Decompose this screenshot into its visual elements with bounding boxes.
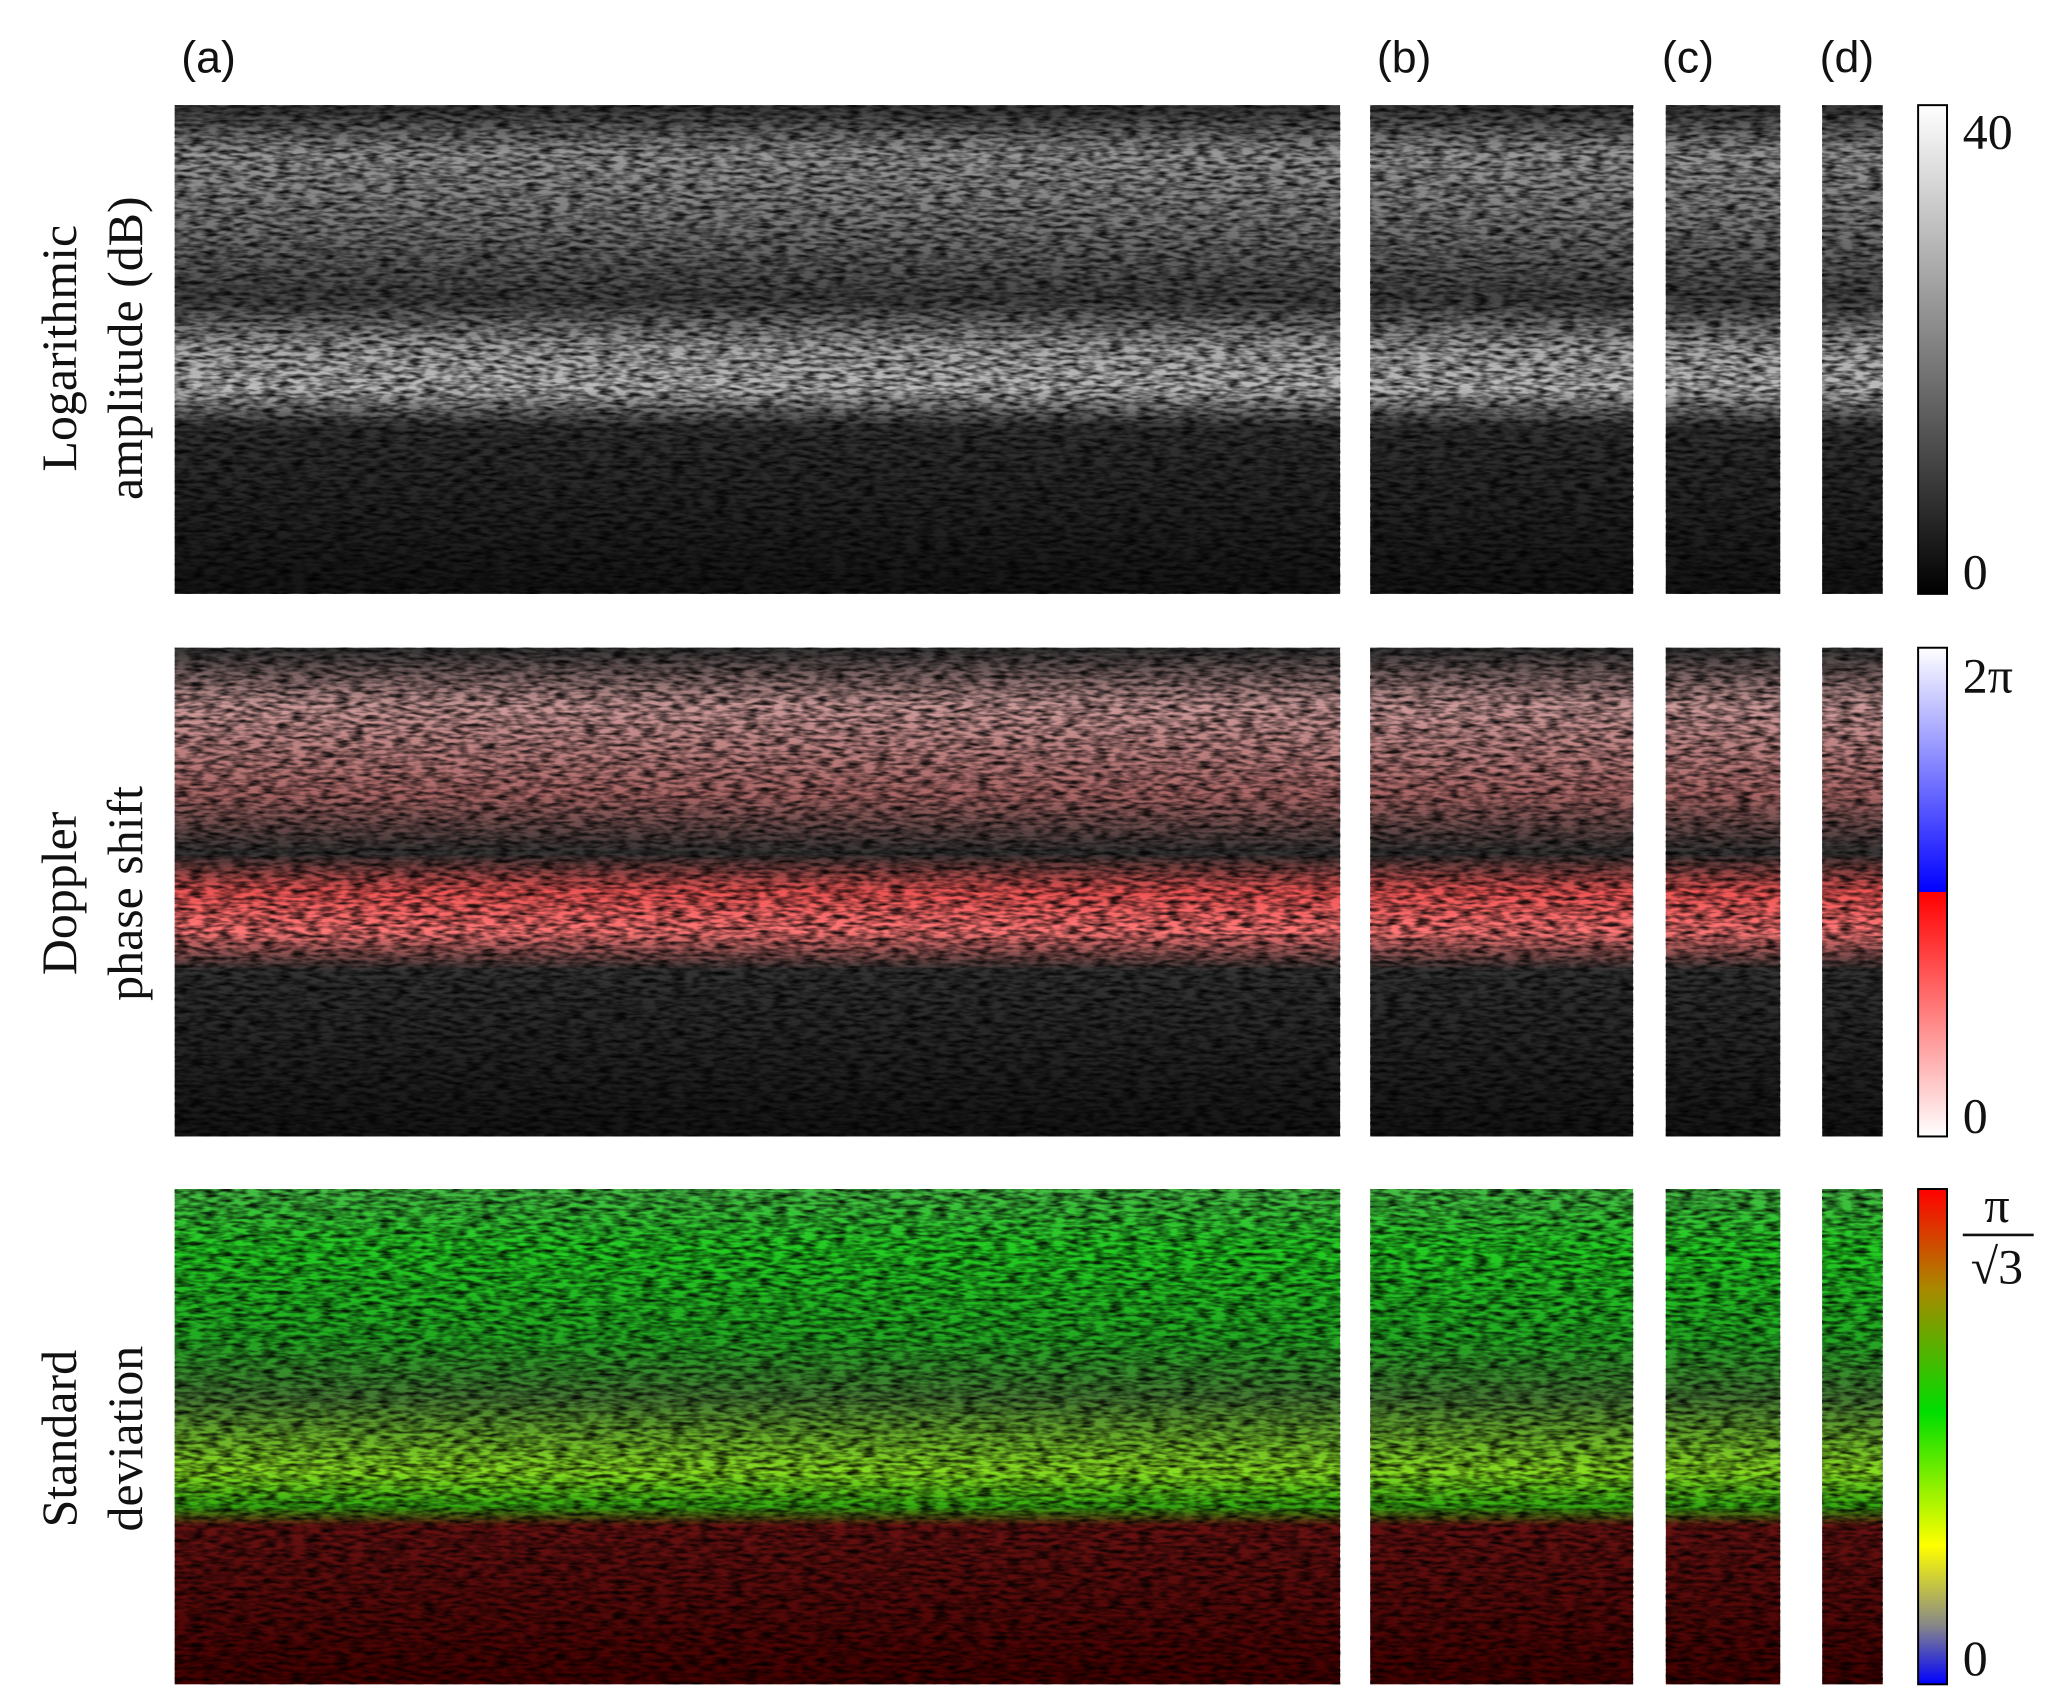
image-panel — [1822, 1189, 1883, 1685]
image-panel — [1370, 647, 1634, 1137]
colorbar-label: √3 — [1971, 1240, 2023, 1295]
panel-label: (c) — [1662, 33, 1714, 82]
panel-label: (b) — [1377, 33, 1432, 82]
row-label: Standard — [32, 1350, 87, 1527]
panel-label: (d) — [1820, 33, 1875, 82]
colorbar — [1917, 104, 1949, 595]
row-label: amplitude (dB) — [98, 196, 153, 500]
row-label: phase shift — [98, 786, 153, 1001]
colorbar-label: π — [1984, 1178, 2009, 1233]
colorbar — [1917, 1188, 1949, 1686]
image-panel — [1665, 647, 1781, 1137]
row-label: deviation — [98, 1346, 153, 1532]
colorbar-label: 0 — [1963, 1631, 1988, 1686]
image-panel — [1370, 1189, 1634, 1685]
image-panel — [1822, 105, 1883, 594]
row-label: Doppler — [32, 811, 87, 975]
panel-label: (a) — [181, 33, 236, 82]
image-panel — [174, 647, 1341, 1137]
colorbar-label: 2π — [1963, 648, 2013, 703]
image-panel — [1665, 105, 1781, 594]
image-panel — [1370, 105, 1634, 594]
image-panel — [1665, 1189, 1781, 1685]
row-label: Logarithmic — [32, 225, 87, 472]
image-panel — [1822, 647, 1883, 1137]
colorbar-label: 40 — [1963, 105, 2013, 160]
image-panel — [174, 105, 1341, 594]
colorbar — [1917, 646, 1949, 1138]
colorbar-label: 0 — [1963, 545, 1988, 600]
image-panel — [174, 1189, 1341, 1685]
colorbar-label: 0 — [1963, 1089, 1988, 1144]
image-grid — [174, 105, 1883, 1685]
